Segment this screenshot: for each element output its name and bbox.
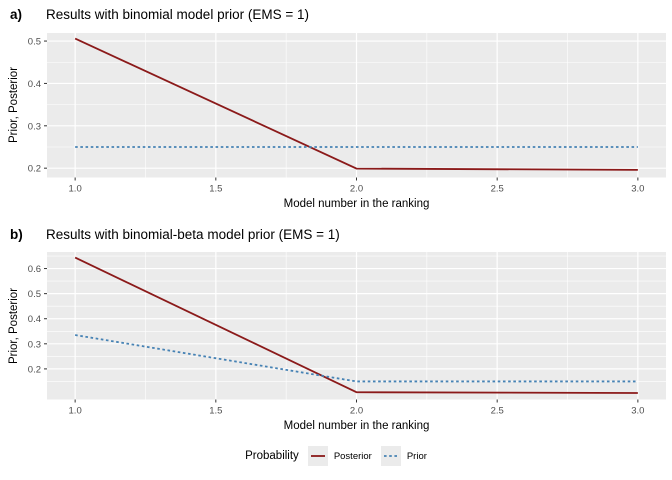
svg-text:2.5: 2.5 [491,184,504,195]
legend: Probability Posterior Prior [0,446,672,466]
chart-a-title: a) Results with binomial model prior (EMS… [10,7,309,22]
svg-text:0.3: 0.3 [28,121,41,132]
chart-b-canvas: 1.0 1.5 2.0 2.5 3.0 0.2 0.3 0.4 0.5 0.6 [28,252,666,417]
panel-title-a: Results with binomial model prior (EMS =… [46,7,309,22]
svg-text:1.0: 1.0 [69,184,82,195]
chart-a-yaxis-label: Prior, Posterior [8,66,20,144]
chart-b-xaxis-label: Model number in the ranking [283,420,430,432]
svg-text:1.5: 1.5 [209,406,222,417]
svg-text:1.0: 1.0 [69,406,82,417]
svg-text:2.0: 2.0 [350,406,363,417]
svg-text:1.5: 1.5 [209,184,222,195]
chart-b-title: b) Results with binomial-beta model prior… [10,227,340,242]
panel-label-b: b) [10,227,23,242]
chart-b-yaxis-label: Prior, Posterior [8,287,20,365]
legend-label-prior: Prior [406,450,427,462]
svg-text:3.0: 3.0 [631,184,644,195]
chart-a-xaxis-label: Model number in the ranking [283,198,430,210]
panel-label-a: a) [10,7,23,22]
svg-text:3.0: 3.0 [631,406,644,417]
legend-label-posterior: Posterior [333,450,372,462]
chart-a-canvas: 1.0 1.5 2.0 2.5 3.0 0.2 0.3 0.4 0.5 [28,33,666,195]
svg-text:0.2: 0.2 [28,364,41,375]
legend-item-posterior: Posterior [307,446,372,466]
svg-text:0.5: 0.5 [28,289,41,300]
posterior-line-key-icon [307,446,328,466]
svg-text:2.5: 2.5 [491,406,504,417]
legend-title: Probability [245,450,299,462]
svg-text:0.4: 0.4 [28,314,41,325]
svg-text:0.2: 0.2 [28,164,41,175]
svg-text:0.4: 0.4 [28,79,41,90]
svg-text:2.0: 2.0 [350,184,363,195]
panel-title-b: Results with binomial-beta model prior (… [46,227,340,242]
svg-text:0.5: 0.5 [28,37,41,48]
legend-item-prior: Prior [380,446,427,466]
svg-text:0.6: 0.6 [28,264,41,275]
svg-text:0.3: 0.3 [28,339,41,350]
prior-line-key-icon [380,446,401,466]
